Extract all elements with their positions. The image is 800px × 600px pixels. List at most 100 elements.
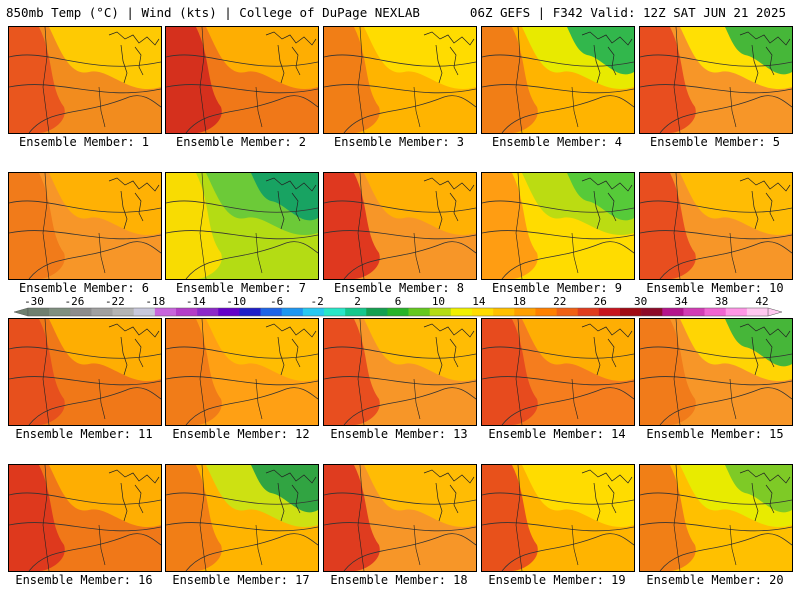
ensemble-member-label: Ensemble Member: 17: [172, 573, 310, 587]
ensemble-map-panel: [639, 26, 793, 134]
ensemble-map-panel: [323, 26, 477, 134]
colorbar-swatch: [641, 308, 663, 316]
ensemble-member-label: Ensemble Member: 8: [333, 281, 465, 295]
ensemble-member-label: Ensemble Member: 18: [330, 573, 468, 587]
colorbar-tick-label: -26: [65, 295, 85, 308]
ensemble-map-panel: [323, 464, 477, 572]
temperature-field-map: [324, 27, 476, 133]
colorbar-swatch: [535, 308, 557, 316]
colorbar-tick-label: -14: [186, 295, 206, 308]
ensemble-member-label: Ensemble Member: 10: [646, 281, 784, 295]
colorbar-swatch: [91, 308, 113, 316]
colorbar-swatch: [662, 308, 684, 316]
colorbar-tick-label: 18: [513, 295, 526, 308]
colorbar-swatch: [725, 308, 748, 316]
temperature-field-map: [482, 465, 634, 571]
colorbar-swatch: [746, 308, 769, 316]
temperature-field-map: [166, 319, 318, 425]
colorbar-swatch: [472, 308, 494, 316]
colorbar-swatch: [598, 308, 621, 316]
ensemble-member-label: Ensemble Member: 19: [488, 573, 626, 587]
temperature-field-map: [640, 465, 792, 571]
colorbar-tick-label: 10: [432, 295, 445, 308]
ensemble-member-label: Ensemble Member: 20: [646, 573, 784, 587]
valid-time-label: 06Z GEFS | F342 Valid: 12Z SAT JUN 21 20…: [469, 5, 786, 20]
colorbar-tick-label: 26: [594, 295, 607, 308]
temperature-field-map: [166, 465, 318, 571]
colorbar-swatch: [28, 308, 50, 316]
ensemble-map-panel: [165, 172, 319, 280]
colorbar-swatch: [176, 308, 198, 316]
colorbar-swatch: [366, 308, 388, 316]
ensemble-member-label: Ensemble Member: 1: [18, 135, 150, 149]
colorbar-swatch: [345, 308, 367, 316]
ensemble-map-panel: [165, 318, 319, 426]
temperature-field-map: [640, 27, 792, 133]
colorbar-tick-label: 34: [674, 295, 688, 308]
colorbar-swatch: [260, 308, 283, 316]
colorbar-tick-label: -22: [105, 295, 125, 308]
colorbar-swatch: [556, 308, 579, 316]
colorbar-right-arrow: [767, 307, 783, 317]
temperature-field-map: [482, 173, 634, 279]
colorbar-swatch: [239, 308, 261, 316]
ensemble-map-panel: [165, 464, 319, 572]
ensemble-member-label: Ensemble Member: 4: [491, 135, 623, 149]
ensemble-map-panel: [639, 464, 793, 572]
colorbar-swatch: [281, 308, 304, 316]
colorbar-left-arrow: [13, 307, 29, 317]
colorbar-tick-label: -6: [270, 295, 283, 308]
ensemble-map-panel: [8, 26, 162, 134]
colorbar-tick-label: 30: [634, 295, 647, 308]
colorbar-swatch: [324, 308, 346, 316]
colorbar-tick-label: 6: [395, 295, 402, 308]
colorbar-tick-label: 42: [755, 295, 768, 308]
ensemble-member-label: Ensemble Member: 13: [330, 427, 468, 441]
temperature-field-map: [324, 173, 476, 279]
ensemble-map-panel: [481, 464, 635, 572]
ensemble-map-panel: [8, 464, 162, 572]
ensemble-map-panel: [165, 26, 319, 134]
colorbar-swatch: [493, 308, 515, 316]
colorbar-tick-label: -30: [24, 295, 44, 308]
colorbar-swatch: [154, 308, 177, 316]
colorbar-tick-label: -10: [226, 295, 246, 308]
temperature-field-map: [9, 173, 161, 279]
colorbar-swatch: [218, 308, 240, 316]
ensemble-map-panel: [323, 172, 477, 280]
colorbar-swatch: [577, 308, 600, 316]
colorbar-swatch: [704, 308, 727, 316]
ensemble-member-label: Ensemble Member: 5: [649, 135, 781, 149]
temperature-field-map: [166, 27, 318, 133]
ensemble-map-panel: [481, 318, 635, 426]
colorbar-swatch: [49, 308, 71, 316]
colorbar-swatch: [429, 308, 452, 316]
temperature-field-map: [482, 27, 634, 133]
colorbar-swatch: [70, 308, 92, 316]
ensemble-member-label: Ensemble Member: 7: [175, 281, 307, 295]
colorbar-swatch: [133, 308, 156, 316]
ensemble-map-panel: [323, 318, 477, 426]
temperature-colorbar: -30 -26 -22 -18 -14 -10 -6 -2 2 6 10 14 18 22 26 30 34 38…: [13, 295, 783, 317]
ensemble-member-label: Ensemble Member: 3: [333, 135, 465, 149]
ensemble-map-panel: [481, 172, 635, 280]
temperature-field-map: [324, 465, 476, 571]
colorbar-swatch: [683, 308, 705, 316]
colorbar-tick-label: 14: [472, 295, 486, 308]
ensemble-map-panel: [639, 172, 793, 280]
colorbar-tick-label: 2: [354, 295, 361, 308]
ensemble-map-panel: [639, 318, 793, 426]
ensemble-member-label: Ensemble Member: 12: [172, 427, 310, 441]
temperature-field-map: [166, 173, 318, 279]
chart-title: 850mb Temp (°C) | Wind (kts) | College o…: [6, 5, 420, 20]
colorbar-swatch: [112, 308, 135, 316]
colorbar-swatch: [450, 308, 473, 316]
colorbar-swatch: [387, 308, 409, 316]
ensemble-map-panel: [8, 318, 162, 426]
colorbar-tick-label: 22: [553, 295, 566, 308]
colorbar-tick-label: -2: [310, 295, 323, 308]
ensemble-map-panel: [8, 172, 162, 280]
ensemble-member-label: Ensemble Member: 2: [175, 135, 307, 149]
temperature-field-map: [640, 319, 792, 425]
colorbar-swatch: [620, 308, 642, 316]
